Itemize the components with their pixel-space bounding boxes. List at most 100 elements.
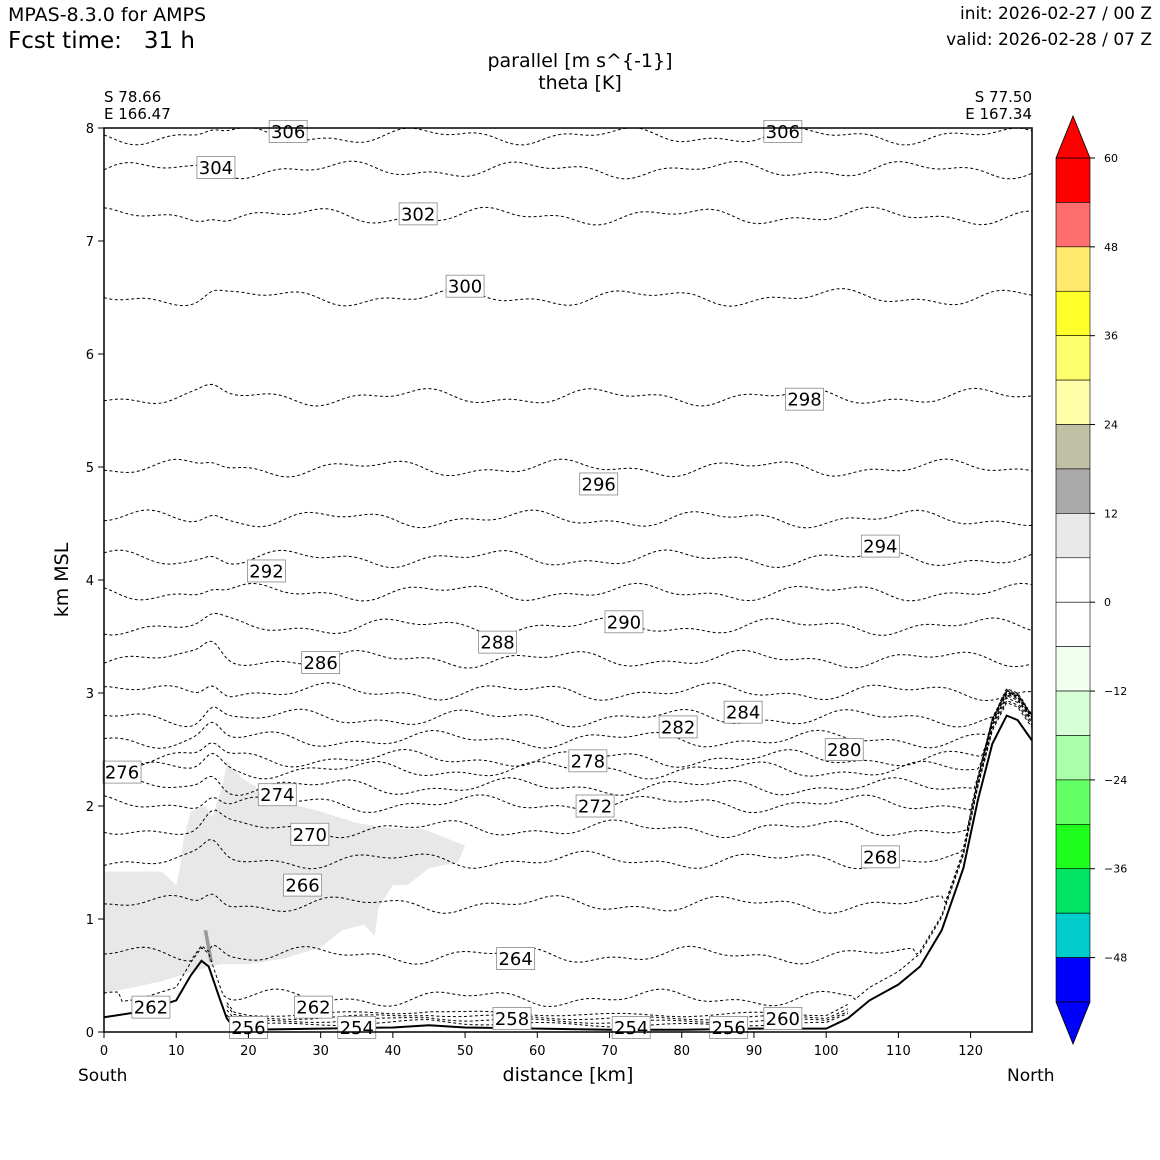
x-tick-label: 60 [529, 1044, 546, 1059]
chart-title-line-2: theta [K] [538, 72, 622, 94]
near-surface-contour [226, 1002, 849, 1018]
colorbar-segment [1055, 157, 1091, 203]
contour-label-282-box [658, 715, 698, 739]
forecast-time-value: 31 h [143, 28, 195, 54]
theta-contour-264 [103, 699, 1033, 965]
colorbar-under-arrow [1055, 1001, 1091, 1046]
x-tick-label: 30 [312, 1044, 329, 1059]
terrain-layer [103, 714, 1033, 1031]
contour-label-302-box [398, 202, 438, 226]
chart-title-line-1: parallel [m s^{-1}] [487, 50, 673, 72]
theta-contour-292 [103, 549, 1033, 569]
x-tick-label: 110 [886, 1044, 911, 1059]
contour-label-268: 268 [863, 847, 897, 868]
right-endpoint-coords: S 77.50 E 167.34 [965, 89, 1032, 123]
theta-contour-290 [103, 582, 1033, 602]
x-tick-label: 20 [240, 1044, 257, 1059]
colorbar-tick-label: −12 [1104, 685, 1127, 698]
colorbar-segment [1055, 735, 1091, 781]
y-axis-ticks: 0 1 2 3 4 5 6 7 8 [86, 122, 104, 1041]
contour-label-near-5: 256 [712, 1018, 746, 1039]
contour-label-298: 298 [787, 390, 821, 411]
left-endpoint-lat: S 78.66 [104, 88, 162, 106]
right-endpoint-lon: E 167.34 [965, 105, 1032, 123]
contour-label-306: 306 [271, 122, 305, 143]
contour-label-262-box [131, 995, 171, 1019]
y-tick-label: 2 [86, 800, 94, 815]
colorbar-segment [1055, 957, 1091, 1003]
contour-labels: 304 302 300 298 296 294 292 290 288 286 284 282 280 2… [102, 119, 900, 1039]
contour-label-272-box [575, 794, 615, 818]
x-tick-label: 100 [814, 1044, 839, 1059]
x-tick-label: 10 [168, 1044, 185, 1059]
colorbar-segment [1055, 513, 1091, 559]
x-tick-label: 50 [457, 1044, 474, 1059]
contour-label-near-0: 306 [766, 122, 800, 143]
contour-label-302: 302 [401, 204, 435, 225]
contour-label-296: 296 [582, 474, 616, 495]
theta-contour-302 [103, 206, 1033, 226]
left-endpoint-coords: S 78.66 E 166.47 [104, 89, 171, 123]
contour-label-284: 284 [726, 703, 760, 724]
contour-label-298-box [785, 387, 824, 411]
theta-contour-276 [103, 690, 1033, 780]
contour-label-280-box [824, 738, 864, 761]
colorbar-segment [1055, 868, 1091, 914]
colorbar-tick-label: −48 [1104, 952, 1127, 965]
forecast-time: Fcst time: 31 h [8, 28, 195, 54]
colorbar-segment [1055, 335, 1091, 381]
terrain-line [103, 714, 1033, 1031]
contour-label-290: 290 [607, 612, 641, 633]
theta-contour-306 [103, 127, 1033, 146]
theta-contour-282 [103, 687, 1032, 728]
contour-label-near-4-box [229, 1016, 268, 1039]
contour-label-262: 262 [134, 998, 168, 1019]
y-tick-label: 3 [86, 687, 94, 702]
colorbar-segment [1055, 202, 1091, 248]
colorbar-segment [1055, 824, 1091, 870]
theta-contour-266 [103, 697, 1033, 914]
contour-label-288: 288 [480, 633, 514, 654]
contour-label-274: 274 [260, 785, 294, 806]
contour-label-306-box [268, 119, 308, 143]
contour-label-266-box [283, 873, 322, 897]
contour-label-300: 300 [448, 277, 482, 298]
colorbar-tick-label: 36 [1104, 330, 1118, 343]
contour-label-270: 270 [293, 825, 327, 846]
y-tick-label: 4 [86, 574, 94, 589]
model-title: MPAS-8.3.0 for AMPS [8, 4, 207, 26]
colorbar-segment [1055, 424, 1091, 470]
colorbar-tick-label: −24 [1104, 774, 1127, 787]
contour-label-near-3: 258 [495, 1009, 529, 1030]
contour-label-304-box [196, 156, 236, 179]
contour-label-270-box [290, 822, 330, 846]
north-label: North [1007, 1066, 1055, 1086]
contour-label-near-0-box [763, 119, 803, 143]
valid-time: valid: 2026-02-28 / 07 Z [946, 30, 1152, 50]
forecast-time-label: Fcst time: [8, 28, 122, 54]
colorbar-tick-label: 48 [1104, 241, 1118, 254]
y-tick-label: 1 [86, 913, 94, 928]
x-tick-label: 70 [601, 1044, 618, 1059]
theta-contour-296 [103, 458, 1033, 478]
contour-label-268-box [860, 845, 900, 869]
contour-label-292: 292 [249, 561, 283, 582]
contour-label-near-4: 256 [231, 1018, 265, 1039]
contour-label-276: 276 [105, 763, 139, 784]
theta-contour-294 [103, 509, 1033, 529]
contour-label-290-box [604, 610, 644, 634]
south-label: South [78, 1066, 128, 1086]
contour-label-near-3-box [492, 1007, 532, 1030]
colorbar-tick-label: −36 [1104, 863, 1127, 876]
right-endpoint-lat: S 77.50 [974, 88, 1032, 106]
colorbar: 60 48 36 24 12 0 −12 −24 −36 −48 [1055, 114, 1127, 1046]
shaded-region-small-patch [203, 930, 214, 962]
theta-contour-272 [103, 692, 1033, 814]
colorbar-segment [1055, 646, 1091, 692]
colorbar-segment [1055, 468, 1091, 514]
colorbar-segment [1055, 246, 1091, 292]
contour-label-286: 286 [303, 653, 337, 674]
theta-contour-270 [103, 693, 1033, 839]
contour-label-near-7: 254 [614, 1018, 648, 1039]
contour-label-292-box [247, 559, 286, 583]
